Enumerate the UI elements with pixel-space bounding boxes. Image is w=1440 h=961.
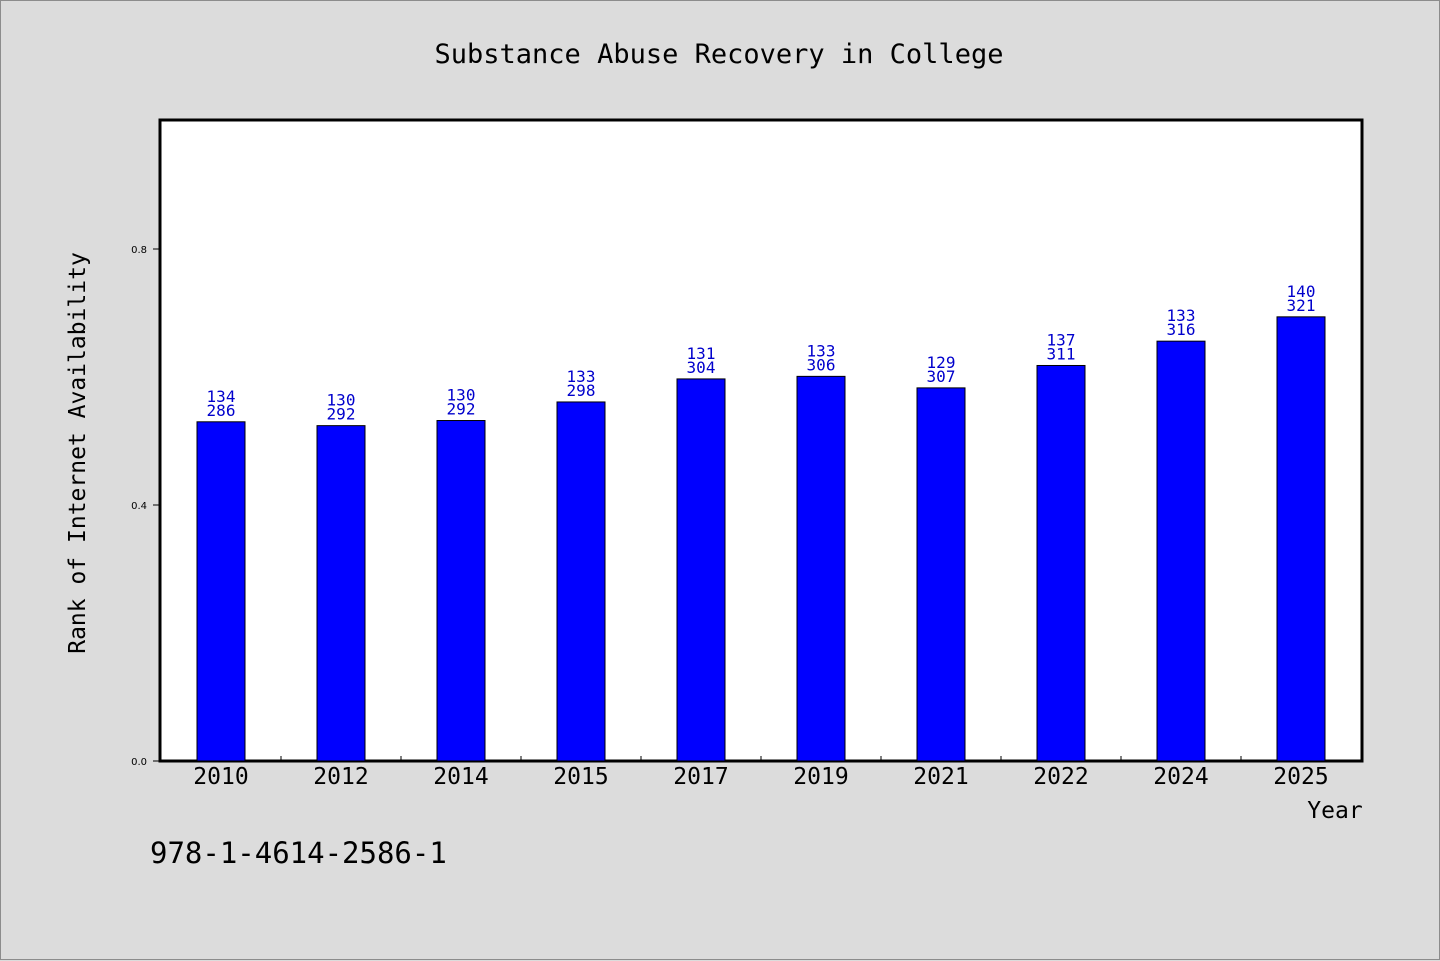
bar <box>556 401 606 762</box>
bar-data-label-bottom: 298 <box>567 381 596 400</box>
bar <box>676 378 726 762</box>
x-tick-label: 2015 <box>553 764 608 790</box>
bar-data-label-top: 130 <box>447 386 476 405</box>
bar <box>916 387 966 762</box>
bar <box>1036 364 1086 762</box>
bar-data-label-top: 134 <box>207 387 236 406</box>
x-tick-label: 2017 <box>673 764 728 790</box>
bar-data-label-top: 137 <box>1047 330 1076 349</box>
bar-data-label-bottom: 304 <box>687 358 716 377</box>
bar-data-label-top: 140 <box>1287 282 1316 301</box>
bar-data-label-bottom: 292 <box>447 400 476 419</box>
x-tick-label: 2025 <box>1273 764 1328 790</box>
bar <box>316 425 366 762</box>
y-axis-label: Rank of Internet Availability <box>65 252 91 654</box>
x-tick-label: 2019 <box>793 764 848 790</box>
bar <box>436 420 486 762</box>
bar <box>196 421 246 762</box>
x-tick-label: 2024 <box>1153 764 1208 790</box>
bar-data-label-top: 129 <box>927 353 956 372</box>
chart-title: Substance Abuse Recovery in College <box>435 39 1004 70</box>
bar <box>1156 340 1206 762</box>
bar-data-label-top: 130 <box>327 391 356 410</box>
x-tick-label: 2012 <box>313 764 368 790</box>
y-tick-label: 0.4 <box>131 501 147 512</box>
bar-data-label-bottom: 321 <box>1287 296 1316 315</box>
x-axis-ticks <box>280 756 1242 761</box>
bar-data-label-bottom: 292 <box>327 405 356 424</box>
bar-data-label-bottom: 316 <box>1167 320 1196 339</box>
bar-data-label-top: 133 <box>807 341 836 360</box>
bar-data-label-bottom: 286 <box>207 401 236 420</box>
bar <box>1276 316 1326 762</box>
x-axis-label: Year <box>1307 798 1362 824</box>
bar-data-label-bottom: 307 <box>927 367 956 386</box>
x-tick-label: 2010 <box>193 764 248 790</box>
category-labels-group: 2010 2012 2014 2015 2017 2019 2021 2022 2024 2025 <box>193 764 1328 790</box>
x-tick-label: 2014 <box>433 764 488 790</box>
x-tick-label: 2021 <box>913 764 968 790</box>
x-tick-label: 2022 <box>1033 764 1088 790</box>
bar-data-label-bottom: 306 <box>807 355 836 374</box>
bars-group <box>196 316 1326 762</box>
y-tick-label: 0.8 <box>131 245 147 256</box>
bar-data-label-top: 131 <box>687 344 716 363</box>
bar-data-label-top: 133 <box>1167 306 1196 325</box>
y-axis-ticks: 0.0 0.4 0.8 <box>131 245 161 768</box>
bar-data-label-top: 133 <box>567 367 596 386</box>
bar-data-label-bottom: 311 <box>1047 344 1076 363</box>
isbn-footer: 978-1-4614-2586-1 <box>150 836 447 870</box>
y-tick-label: 0.0 <box>131 757 147 768</box>
bar <box>796 375 846 762</box>
